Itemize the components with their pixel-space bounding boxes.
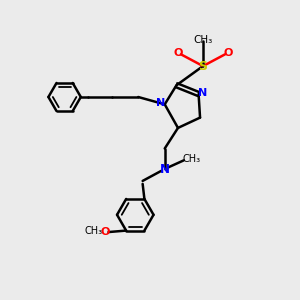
Text: O: O [223,48,233,58]
Text: N: N [160,163,170,176]
Text: N: N [198,88,208,98]
Text: S: S [199,60,208,73]
Text: O: O [173,48,183,58]
Text: CH₃: CH₃ [194,34,213,45]
Text: N: N [156,98,165,108]
Text: O: O [100,227,110,237]
Text: CH₃: CH₃ [182,154,200,164]
Text: CH₃: CH₃ [85,226,103,236]
